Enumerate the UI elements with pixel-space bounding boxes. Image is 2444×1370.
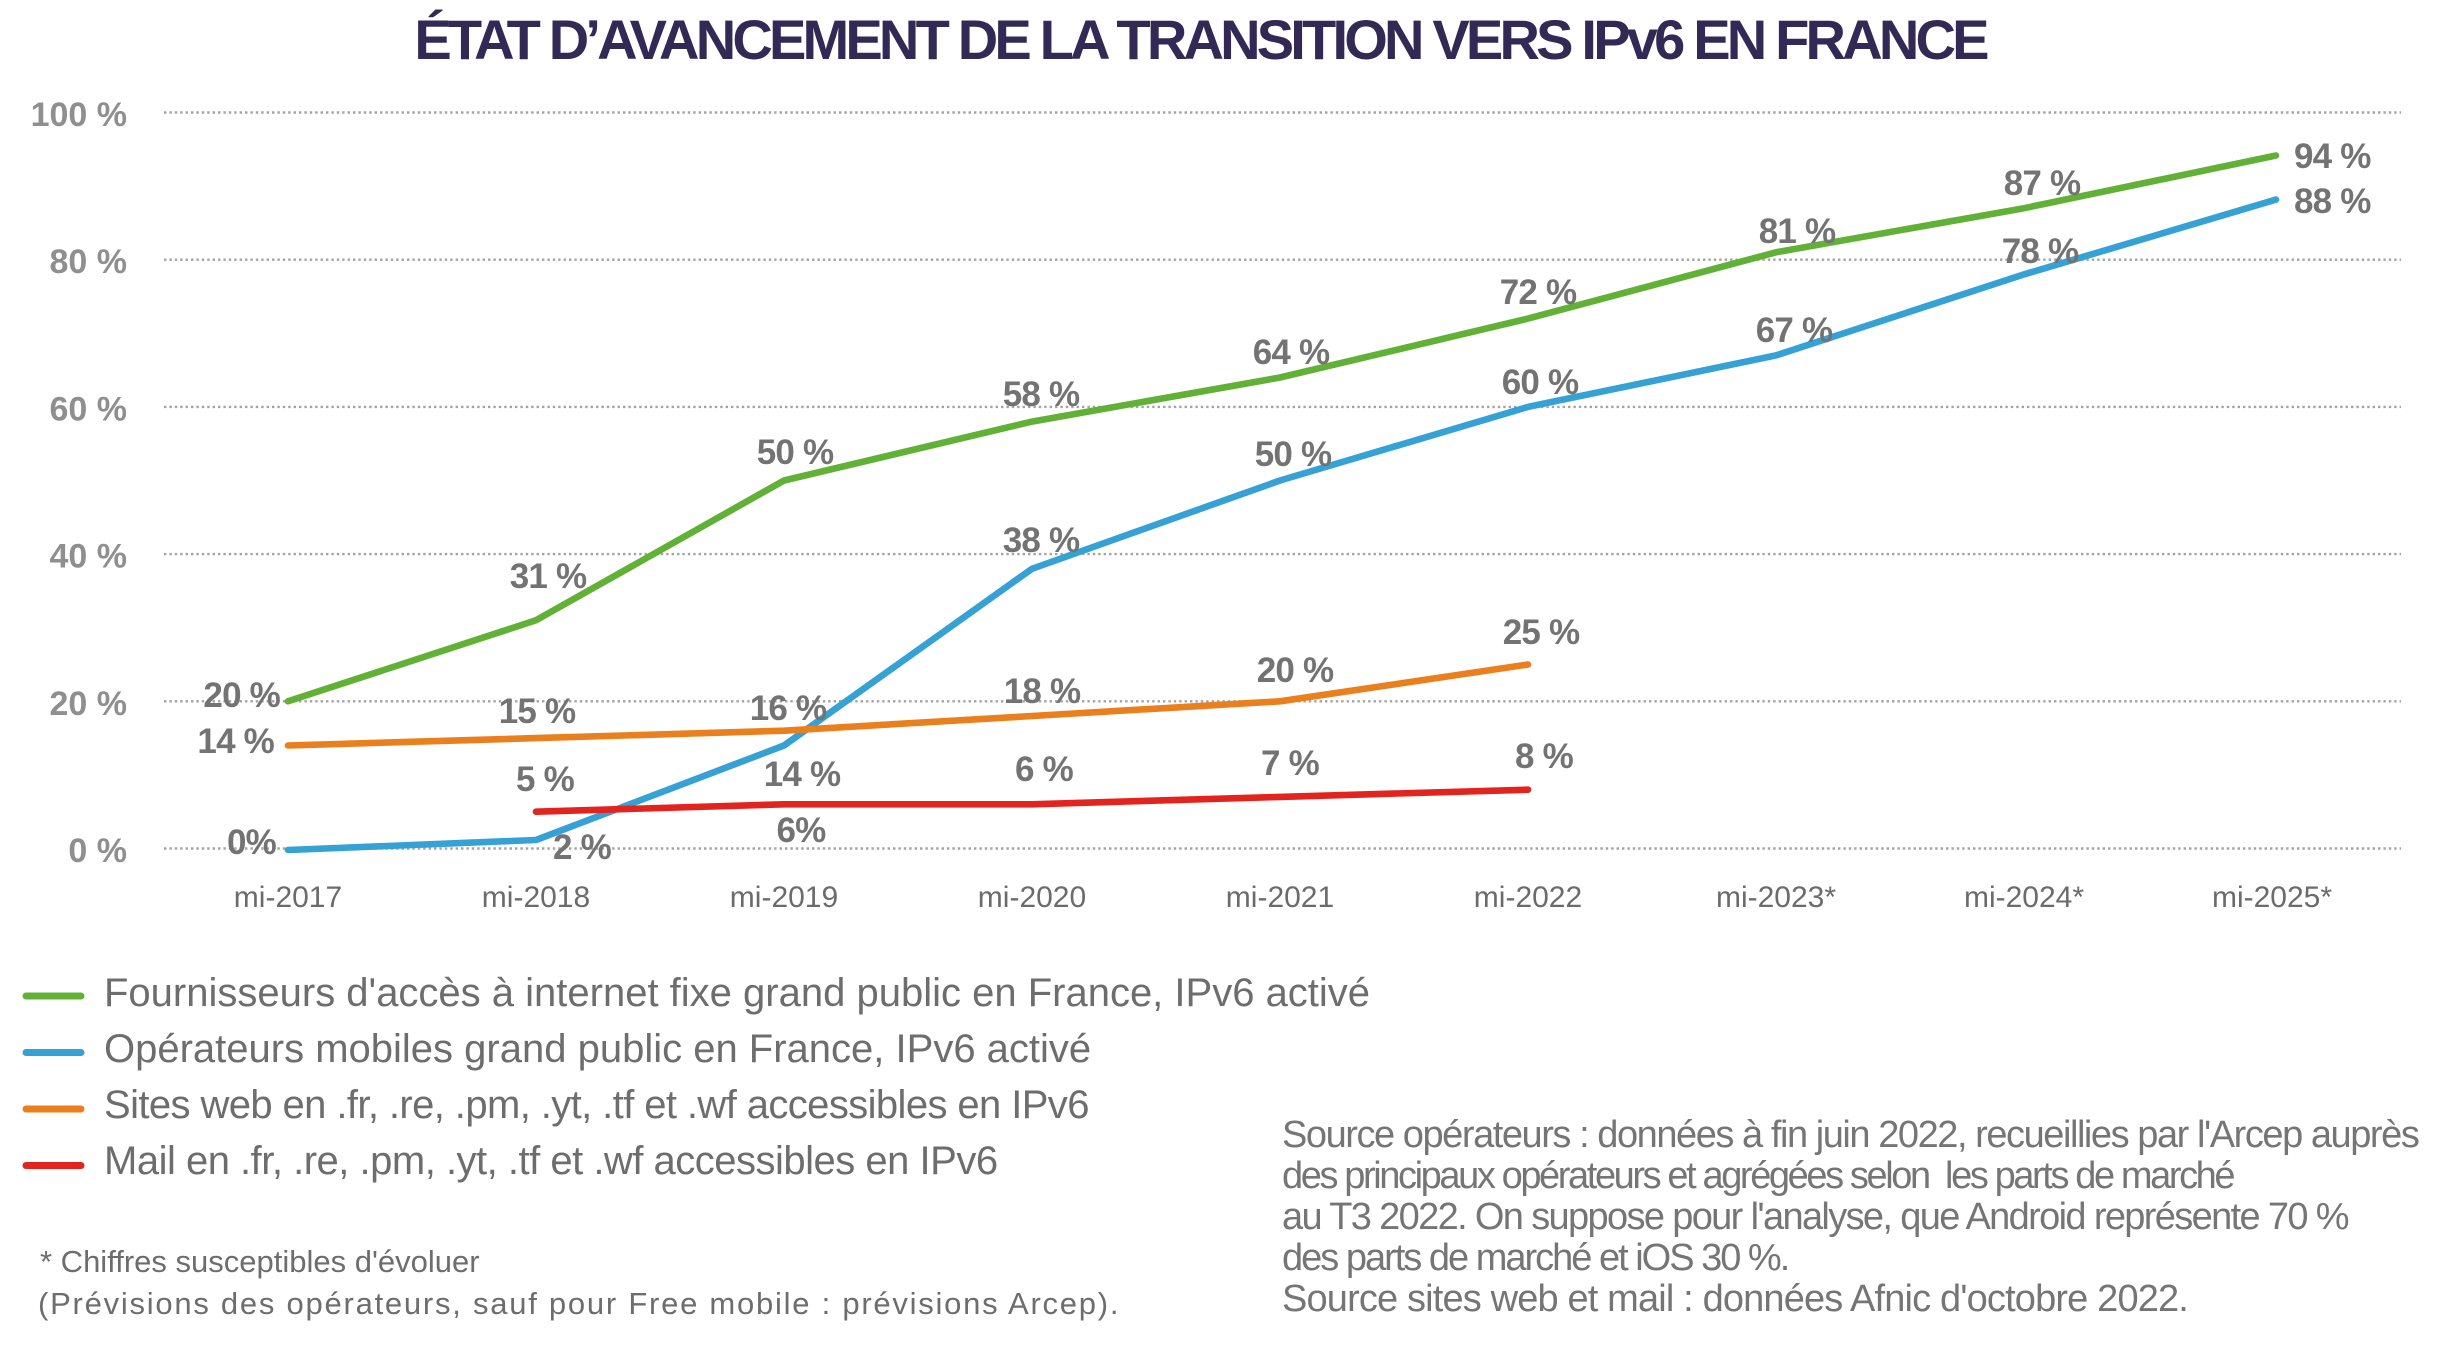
svg-text:8 %: 8 % [1515, 737, 1574, 776]
svg-text:16 %: 16 % [750, 689, 827, 728]
svg-text:Sites web en .fr, .re, .pm, .y: Sites web en .fr, .re, .pm, .yt, .tf et … [104, 1083, 1089, 1127]
svg-text:40 %: 40 % [50, 538, 128, 576]
svg-text:14 %: 14 % [764, 755, 841, 794]
svg-text:100 %: 100 % [31, 96, 127, 134]
svg-text:mi-2020: mi-2020 [978, 881, 1086, 914]
svg-text:mi-2021: mi-2021 [1226, 881, 1334, 914]
svg-text:des parts de marché et iOS 30: des parts de marché et iOS 30 %. [1282, 1237, 1788, 1279]
svg-text:20 %: 20 % [1257, 651, 1334, 690]
svg-text:20 %: 20 % [50, 685, 128, 723]
svg-text:81 %: 81 % [1759, 212, 1836, 251]
svg-text:mi-2017: mi-2017 [234, 881, 342, 914]
svg-text:60 %: 60 % [1502, 363, 1579, 402]
svg-text:0 %: 0 % [68, 832, 127, 870]
svg-text:60 %: 60 % [50, 390, 128, 428]
svg-text:20 %: 20 % [203, 676, 280, 715]
svg-text:31 %: 31 % [510, 557, 587, 596]
svg-text:88 %: 88 % [2294, 182, 2371, 221]
svg-text:25 %: 25 % [1503, 613, 1580, 652]
svg-text:6 %: 6 % [1015, 750, 1074, 789]
svg-text:78 %: 78 % [2002, 232, 2079, 271]
svg-text:94 %: 94 % [2294, 137, 2371, 176]
svg-text:ÉTAT D’AVANCEMENT DE LA TRANSI: ÉTAT D’AVANCEMENT DE LA TRANSITION VERS … [414, 8, 1988, 71]
svg-text:Mail en .fr, .re, .pm, .yt, .t: Mail en .fr, .re, .pm, .yt, .tf et .wf a… [104, 1139, 998, 1183]
svg-text:15 %: 15 % [499, 692, 576, 731]
svg-text:80 %: 80 % [50, 243, 128, 281]
svg-text:14 %: 14 % [197, 722, 274, 761]
svg-text:mi-2025*: mi-2025* [2212, 881, 2332, 914]
svg-text:50 %: 50 % [757, 433, 834, 472]
svg-text:72 %: 72 % [1500, 273, 1577, 312]
svg-text:mi-2022: mi-2022 [1474, 881, 1582, 914]
svg-text:6%: 6% [777, 811, 827, 850]
svg-text:50 %: 50 % [1255, 435, 1332, 474]
svg-text:18 %: 18 % [1004, 672, 1081, 711]
svg-text:5 %: 5 % [516, 760, 575, 799]
svg-text:des principaux opérateurs et a: des principaux opérateurs et agrégées se… [1282, 1155, 2234, 1197]
svg-text:64 %: 64 % [1253, 333, 1330, 372]
svg-text:mi-2024*: mi-2024* [1964, 881, 2084, 914]
svg-text:67 %: 67 % [1756, 311, 1833, 350]
svg-text:(Prévisions des opérateurs, sa: (Prévisions des opérateurs, sauf pour Fr… [38, 1286, 1120, 1321]
svg-text:Source sites web et mail : don: Source sites web et mail : données Afnic… [1282, 1278, 2188, 1320]
svg-text:mi-2019: mi-2019 [730, 881, 838, 914]
svg-text:* Chiffres susceptibles d'évol: * Chiffres susceptibles d'évoluer [40, 1244, 480, 1279]
svg-text:0%: 0% [227, 823, 277, 862]
svg-text:38 %: 38 % [1003, 521, 1080, 560]
svg-text:7 %: 7 % [1261, 744, 1320, 783]
svg-text:2 %: 2 % [553, 828, 612, 867]
svg-text:mi-2023*: mi-2023* [1716, 881, 1836, 914]
svg-text:au T3 2022. On suppose pour l': au T3 2022. On suppose pour l'analyse, q… [1282, 1196, 2349, 1238]
svg-text:mi-2018: mi-2018 [482, 881, 590, 914]
svg-text:Fournisseurs d'accès à interne: Fournisseurs d'accès à internet fixe gra… [104, 971, 1370, 1015]
svg-text:Opérateurs mobiles grand publi: Opérateurs mobiles grand public en Franc… [104, 1027, 1091, 1071]
svg-text:58 %: 58 % [1003, 375, 1080, 414]
svg-text:87 %: 87 % [2004, 164, 2081, 203]
svg-text:Source opérateurs : données à: Source opérateurs : données à fin juin 2… [1282, 1114, 2419, 1156]
